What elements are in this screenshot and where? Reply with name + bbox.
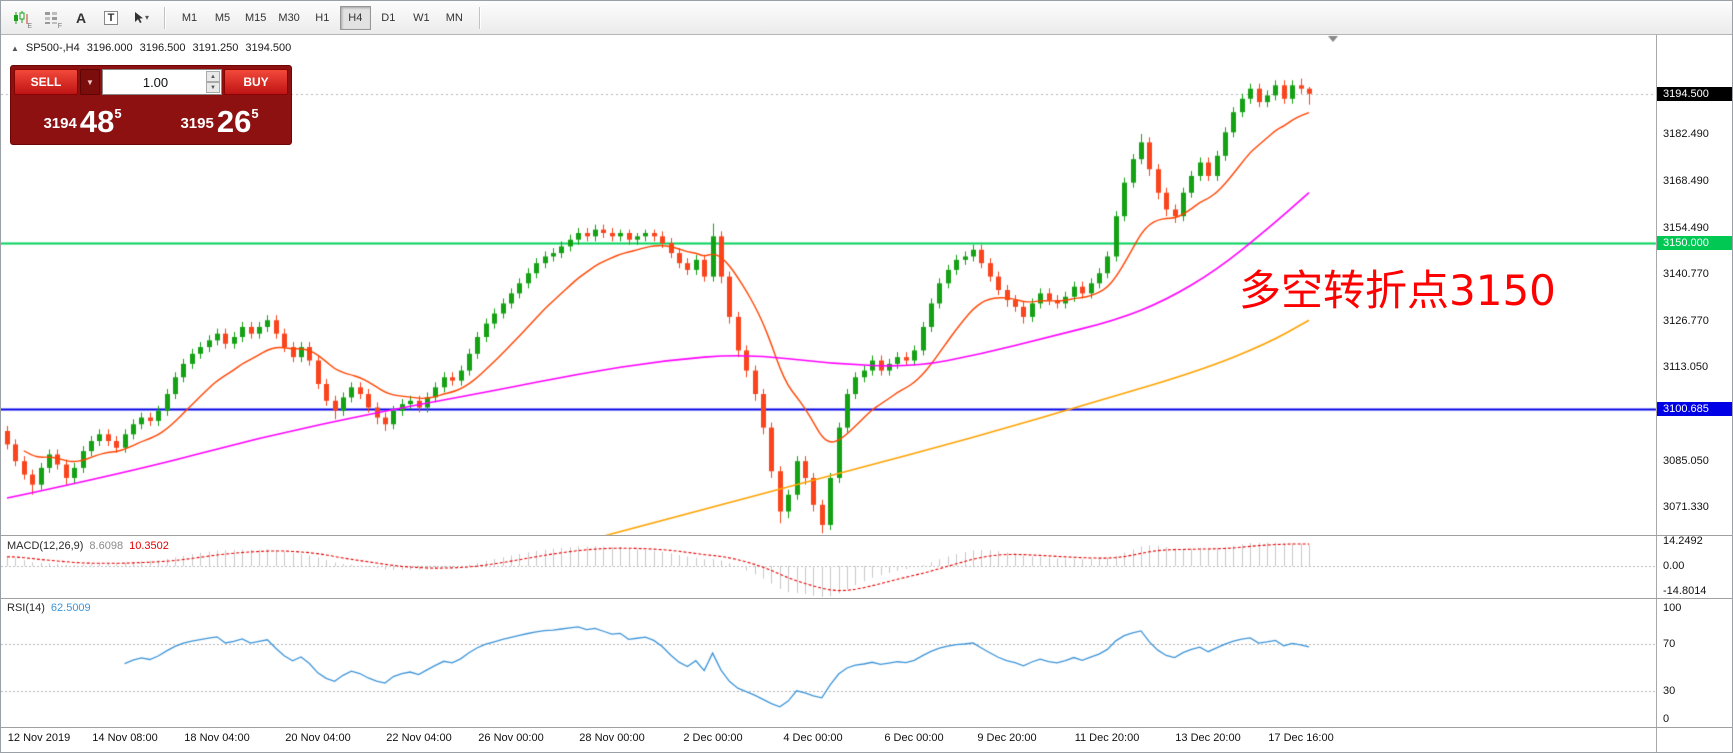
time-axis-label: 20 Nov 04:00 <box>285 732 351 744</box>
timeframe-button[interactable]: H4 <box>339 5 371 30</box>
ask-price: 3195 26 5 <box>151 95 288 141</box>
time-axis-label: 9 Dec 20:00 <box>977 732 1037 744</box>
timeframe-button[interactable]: M1 <box>174 6 205 30</box>
volume-increase-button[interactable]: ▲ <box>206 71 220 82</box>
chart-open-value: 3196.000 <box>86 42 133 54</box>
candlestick-icon <box>14 10 28 24</box>
chart-type-button[interactable]: E <box>7 5 35 31</box>
bid-main-digits: 3194 <box>43 115 77 132</box>
indicator-grid-button[interactable]: F <box>37 5 65 31</box>
time-axis-label: 28 Nov 00:00 <box>579 732 645 744</box>
price-axis-border <box>1656 35 1657 752</box>
timeframe-button[interactable]: M5 <box>207 6 238 30</box>
icon-sub-label: F <box>57 22 62 30</box>
chart-high-value: 3196.500 <box>139 42 186 54</box>
toolbar-separator <box>164 6 165 29</box>
macd-label: MACD(12,26,9) 8.6098 10.3502 <box>7 540 169 552</box>
time-axis-label: 22 Nov 04:00 <box>386 732 452 744</box>
macd-signal-value: 10.3502 <box>129 540 169 552</box>
blue-line-badge: 3100.685 <box>1657 402 1732 416</box>
ask-pip-digit: 5 <box>251 106 259 121</box>
macd-name: MACD(12,26,9) <box>7 540 84 552</box>
macd-axis-label: -14.8014 <box>1663 585 1707 597</box>
macd-main-value: 8.6098 <box>89 540 124 552</box>
bid-price: 3194 48 5 <box>14 95 151 141</box>
rsi-axis-label: 100 <box>1663 602 1682 614</box>
timeframe-button[interactable]: D1 <box>373 6 404 30</box>
price-tick-label: 3085.050 <box>1663 455 1709 467</box>
rsi-axis-label: 30 <box>1663 685 1676 697</box>
text-box-icon: T <box>103 10 119 25</box>
time-axis-label: 17 Dec 16:00 <box>1268 732 1334 744</box>
timeframe-button[interactable]: M30 <box>273 6 304 30</box>
icon-sub-label: E <box>27 22 32 30</box>
rsi-axis-label: 0 <box>1663 713 1670 725</box>
chart-header: ▲ SP500-,H4 3196.000 3196.500 3191.250 3… <box>11 42 291 54</box>
current-price-badge: 3194.500 <box>1657 87 1732 101</box>
macd-panel-separator[interactable] <box>1 535 1732 536</box>
time-axis-label: 11 Dec 20:00 <box>1074 732 1140 744</box>
rsi-value: 62.5009 <box>50 602 91 614</box>
volume-field: ▲ ▼ <box>102 69 222 95</box>
bid-big-digits: 48 <box>79 103 115 139</box>
chart-annotation-text: 多空转折点3150 <box>1239 266 1556 315</box>
macd-axis-label: 14.2492 <box>1663 535 1703 547</box>
price-tick-label: 3168.490 <box>1663 175 1709 187</box>
rsi-panel-separator[interactable] <box>1 598 1732 599</box>
time-axis-label: 4 Dec 00:00 <box>783 732 843 744</box>
text-tool-button[interactable]: T <box>97 5 125 31</box>
grid-icon <box>45 11 57 24</box>
chart-header-icon: ▲ <box>11 43 19 53</box>
chart-close-value: 3194.500 <box>245 42 292 54</box>
cursor-icon <box>134 12 143 23</box>
rsi-name: RSI(14) <box>7 602 45 614</box>
timeframe-button[interactable]: M15 <box>240 6 271 30</box>
time-axis-separator <box>1 727 1732 728</box>
volume-spinner: ▲ ▼ <box>206 71 220 93</box>
chart-symbol-period: SP500-,H4 <box>25 42 80 54</box>
price-tick-label: 3126.770 <box>1663 315 1709 327</box>
timeframe-button[interactable]: W1 <box>406 6 437 30</box>
time-axis-label: 26 Nov 00:00 <box>478 732 544 744</box>
time-axis-label: 2 Dec 00:00 <box>683 732 743 744</box>
timeframe-button[interactable]: MN <box>439 6 470 30</box>
time-axis-label: 18 Nov 04:00 <box>184 732 250 744</box>
timeframe-toolbar: M1 M5 M15 M30 H1 H4 D1 W1 MN <box>173 5 471 30</box>
rsi-axis-label: 70 <box>1663 638 1676 650</box>
toolbar: E F A T ▾ M1 M5 <box>1 1 1732 35</box>
ask-main-digits: 3195 <box>180 115 214 132</box>
time-axis-label: 13 Dec 20:00 <box>1175 732 1241 744</box>
price-tick-label: 3182.490 <box>1663 128 1709 140</box>
font-tool-button[interactable]: A <box>67 5 95 31</box>
price-tick-label: 3071.330 <box>1663 501 1709 513</box>
font-icon: A <box>75 9 87 26</box>
chart-low-value: 3191.250 <box>192 42 239 54</box>
time-axis-label: 14 Nov 08:00 <box>92 732 158 744</box>
buy-button[interactable]: BUY <box>224 69 288 95</box>
macd-axis-label: 0.00 <box>1663 560 1685 572</box>
price-tick-label: 3113.050 <box>1663 361 1709 373</box>
sell-button[interactable]: SELL <box>14 69 78 95</box>
timeframe-button[interactable]: H1 <box>307 6 338 30</box>
one-click-trading-panel: SELL ▼ ▲ ▼ BUY 3194 48 5 3195 26 5 <box>10 65 292 145</box>
time-axis-label: 6 Dec 00:00 <box>884 732 944 744</box>
ask-big-digits: 26 <box>216 103 252 139</box>
green-line-badge: 3150.000 <box>1657 236 1732 250</box>
bid-pip-digit: 5 <box>114 106 122 121</box>
chevron-down-icon: ▾ <box>144 13 149 22</box>
price-tick-label: 3140.770 <box>1663 268 1709 280</box>
toolbar-separator <box>478 6 480 29</box>
rsi-label: RSI(14) 62.5009 <box>7 602 91 614</box>
time-axis-label: 12 Nov 2019 <box>7 732 71 744</box>
volume-input[interactable] <box>103 70 221 94</box>
price-tick-label: 3154.490 <box>1663 222 1709 234</box>
order-type-dropdown[interactable]: ▼ <box>80 69 100 95</box>
volume-decrease-button[interactable]: ▼ <box>206 82 220 93</box>
cursor-tool-button[interactable]: ▾ <box>127 5 155 31</box>
